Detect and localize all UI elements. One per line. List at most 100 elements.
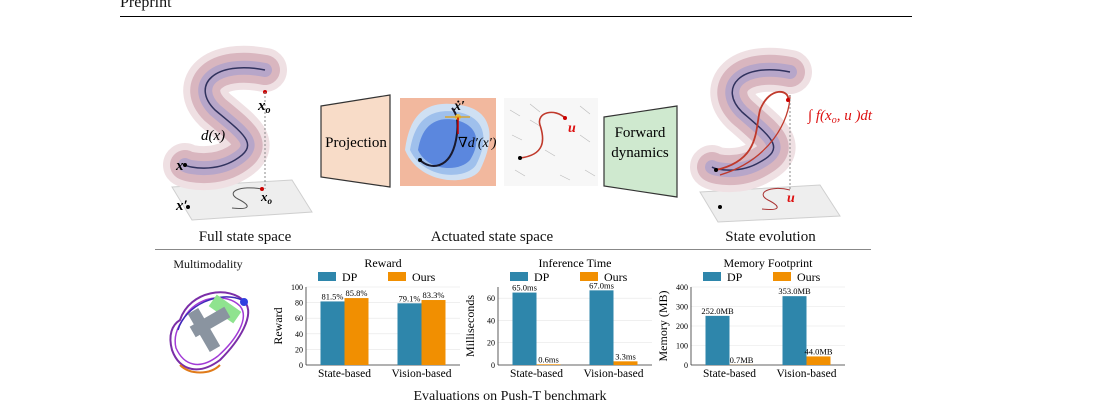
legend-swatch-ours (580, 272, 598, 281)
legend-swatch-ours (388, 272, 406, 281)
y-tick-label: 200 (676, 322, 688, 331)
projection-block (320, 94, 391, 188)
legend-label-ours: Ours (797, 270, 821, 284)
label-u-right: u (787, 191, 795, 206)
y-tick-label: 100 (291, 283, 303, 292)
y-tick-label: 0 (684, 361, 688, 370)
legend-label-ours: Ours (412, 270, 436, 284)
full-state-space-figure (163, 45, 313, 221)
chart-inference-time: Inference Time DP Ours 0 20 40 60 Milliseconds 6… (462, 255, 662, 385)
bar-value-label: 85.8% (346, 288, 368, 298)
legend-label-dp: DP (727, 270, 743, 284)
legend-swatch-dp (318, 272, 336, 281)
label-x: x (175, 158, 184, 174)
bar-ours-1 (613, 361, 638, 365)
label-x-prime: x′ (175, 198, 188, 214)
y-tick-label: 80 (295, 299, 303, 308)
y-tick-label: 40 (295, 330, 303, 339)
legend-label-ours: Ours (604, 270, 628, 284)
y-tick-label: 400 (676, 283, 688, 292)
legend-label-dp: DP (534, 270, 550, 284)
bar-value-label: 3.3ms (615, 351, 636, 361)
bar-ours-1 (806, 356, 831, 365)
actuated-heatmap (400, 98, 496, 186)
forward-dynamics-block (603, 105, 678, 198)
chart-title: Memory Footprint (724, 256, 814, 270)
bar-ours-1 (421, 300, 446, 365)
x-tick-label: Vision-based (392, 368, 452, 380)
caption-full-state: Full state space (198, 229, 292, 245)
label-x-prime-dot: ẋ′ (453, 99, 465, 114)
y-tick-label: 60 (295, 314, 303, 323)
bar-dp-0 (705, 315, 730, 365)
forward-label-2: dynamics (611, 145, 669, 161)
bar-value-label: 44.0MB (804, 346, 832, 356)
label-d-x: d(x) (201, 128, 225, 144)
bar-ours-0 (344, 298, 369, 365)
bar-value-label: 0.6ms (538, 354, 559, 364)
x-prime-point (186, 205, 190, 209)
footer-caption: Evaluations on Push-T benchmark (413, 389, 607, 404)
multimodality-label: Multimodality (173, 257, 243, 271)
y-tick-label: 20 (295, 345, 303, 354)
y-tick-label: 300 (676, 303, 688, 312)
bar-dp-1 (782, 296, 807, 365)
y-tick-label: 0 (299, 361, 303, 370)
bar-value-label: 65.0ms (512, 283, 537, 293)
forward-label-1: Forward (615, 125, 666, 141)
bar-value-label: 252.0MB (701, 306, 734, 316)
projected-curve (231, 187, 263, 209)
chart-title: Reward (364, 256, 401, 270)
bar-value-label: 79.1% (399, 293, 421, 303)
multimodality-figure (169, 291, 250, 374)
header-rule (120, 16, 912, 17)
label-x-o-prime: xo (260, 189, 273, 206)
state-evolution-figure (690, 47, 841, 223)
section-divider (155, 249, 871, 250)
chart-reward: Reward DP Ours 0 20 40 60 80 100 Reward 81.5% 85.8%… (270, 255, 470, 385)
chart-memory: Memory Footprint DP Ours 0 100 200 300 400 Memor… (655, 255, 855, 385)
tube-curve (184, 67, 266, 169)
label-x-o: xo (257, 98, 271, 116)
bar-value-label: 0.7MB (730, 355, 754, 365)
label-integral: ∫ f(xo, u )dt (807, 108, 873, 126)
chart-svg: Reward DP Ours 0 20 40 60 80 100 Reward 81.5% 85.8%… (271, 256, 460, 380)
y-tick-label: 100 (676, 342, 688, 351)
x-tick-label: State-based (703, 368, 756, 380)
bar-dp-0 (320, 301, 345, 365)
legend-swatch-ours (773, 272, 791, 281)
legend-swatch-dp (510, 272, 528, 281)
y-axis-label: Memory (MB) (656, 291, 670, 362)
bar-dp-0 (512, 292, 537, 365)
vector-field-panel (504, 98, 598, 186)
y-tick-label: 20 (487, 339, 495, 348)
x-tick-label: State-based (510, 368, 563, 380)
x-tick-label: Vision-based (777, 368, 837, 380)
bar-value-label: 83.3% (423, 290, 445, 300)
caption-state-evolution: State evolution (725, 229, 816, 245)
bar-dp-1 (397, 303, 422, 365)
y-tick-label: 0 (491, 361, 495, 370)
label-grad: ∇d′(x′) (458, 136, 497, 151)
x-point (183, 163, 187, 167)
page-header: Preprint (120, 0, 172, 11)
y-tick-label: 60 (487, 294, 495, 303)
bar-value-label: 353.0MB (778, 286, 811, 296)
y-tick-label: 40 (487, 316, 495, 325)
caption-actuated-state: Actuated state space (430, 229, 554, 245)
legend-label-dp: DP (342, 270, 358, 284)
y-axis-label: Milliseconds (463, 295, 477, 357)
label-u-mid: u (568, 121, 576, 136)
top-diagram: xo d(x) x x′ xo Projection ẋ′ ∇d′(x′) u (163, 45, 873, 223)
legend-swatch-dp (703, 272, 721, 281)
bar-value-label: 81.5% (322, 291, 344, 301)
bar-value-label: 67.0ms (589, 280, 614, 290)
bar-ours-0 (536, 364, 561, 365)
bar-dp-1 (589, 290, 614, 365)
x-tick-label: State-based (318, 368, 371, 380)
chart-title: Inference Time (539, 256, 612, 270)
x-tick-label: Vision-based (584, 368, 644, 380)
y-axis-label: Reward (271, 307, 285, 344)
